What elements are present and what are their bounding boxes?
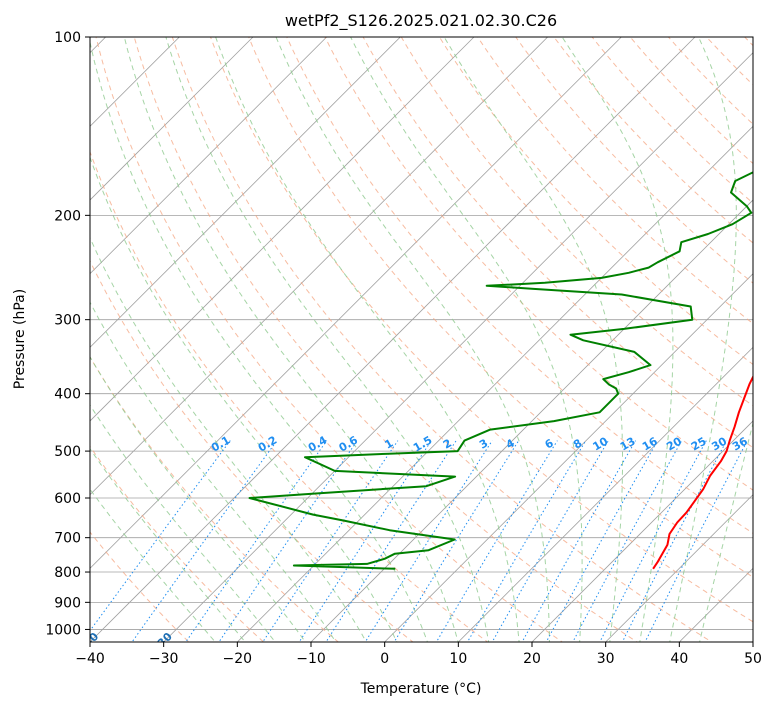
mixing-ratio-line [435,440,558,642]
y-axis-label: Pressure (hPa) [12,289,28,389]
isotherm-line [90,37,696,642]
moist-adiabat-line [165,37,490,642]
moist-adiabat-line [275,37,550,642]
mixing-ratio-line [545,440,659,642]
plot-area [90,37,753,642]
isotherm-line [90,37,548,496]
moist-adiabat-line [123,37,459,642]
mixing-ratio-line [599,440,707,642]
mixing-ratio-line [298,440,432,642]
mixing-ratio-line [491,440,609,642]
y-tick-label: 500 [54,444,81,460]
x-tick-label: 40 [670,651,688,667]
isotherm-line [163,52,753,642]
dry-adiabat-line [248,37,753,578]
x-tick-label: 20 [523,651,541,667]
dry-adiabat-line [209,37,753,623]
y-axis: 100 200 300 400 500 600 700 800 900 1000 [45,30,90,638]
x-tick-label: −10 [296,651,326,667]
y-tick-label: 400 [54,387,81,403]
dry-adiabat-line [400,37,753,407]
x-axis-label: Temperature (°C) [360,681,482,697]
y-tick-label: 200 [54,208,81,224]
moist-adiabat-line [90,40,429,642]
dry-adiabat-line [95,37,564,642]
x-tick-label: 30 [597,651,615,667]
moist-adiabat-line [90,155,398,642]
mixing-ratio-line [621,440,728,642]
mixing-ratio-line [466,440,587,642]
dry-adiabat-line [90,259,414,642]
x-tick-label: 10 [449,651,467,667]
x-tick-label: −30 [149,651,179,667]
temperature-profile-line [652,374,753,570]
dry-adiabat-line [756,10,775,654]
dry-adiabat-line [477,37,753,325]
dry-adiabats [90,10,775,654]
isotherm-label: -40 [78,630,101,653]
isotherm-line [90,37,475,422]
plot-frame [89,36,754,643]
x-axis: −40 −30 −20 −10 0 10 20 30 40 50 [75,642,762,667]
mixing-ratio-line [131,440,278,642]
dry-adiabat-line [171,37,713,642]
dry-adiabat-line [90,356,340,642]
pressure-grid [90,37,753,630]
moist-adiabat-line [90,301,337,642]
moist-adiabat-line [90,355,307,642]
dry-adiabat-line [133,37,638,642]
mixing-ratio-line [364,440,493,642]
isotherm-line [531,420,753,642]
isotherm-line [384,273,753,642]
y-tick-label: 700 [54,531,81,547]
isotherm-line [752,641,753,642]
isotherm-label: -50 [4,630,27,653]
x-tick-label: −20 [223,651,253,667]
mixing-ratio-line [572,440,683,642]
y-tick-label: 300 [54,313,81,329]
dry-adiabat-line [286,37,753,534]
dry-adiabat-line [90,150,489,642]
mixing-ratio-line [521,440,637,642]
mixing-ratio-line [644,440,748,642]
isotherm-line [458,346,753,642]
moist-adiabat-line [561,37,674,642]
isotherm-line [90,37,622,569]
dewpoint-profile-line [248,171,753,570]
isotherm-line [90,37,254,201]
chart-title: wetPf2_S126.2025.021.02.30.C26 [285,11,557,31]
moist-adiabat-line [90,488,216,642]
y-tick-label: 600 [54,491,81,507]
y-tick-label: 1000 [45,622,81,638]
isotherm-line [90,37,327,275]
moist-adiabat-line [443,37,623,642]
y-tick-label: 800 [54,565,81,581]
y-tick-label: 100 [54,30,81,46]
x-tick-label: −40 [75,651,105,667]
isotherm-line [605,494,753,642]
moist-adiabat-line [90,447,246,642]
dry-adiabat-line [90,445,265,642]
isotherm-line [237,125,753,642]
y-tick-label: 900 [54,595,81,611]
x-tick-label: 50 [744,651,762,667]
profile-series [248,171,753,570]
x-tick-label: 0 [380,651,389,667]
isotherm-line [90,37,401,348]
moist-adiabat-line [90,404,276,642]
